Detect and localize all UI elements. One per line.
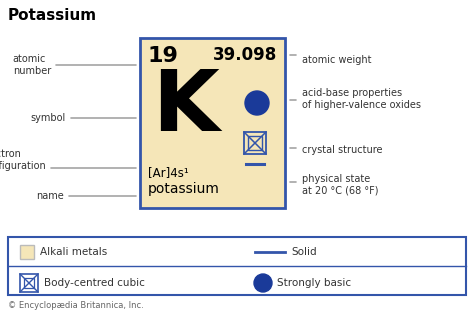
Text: Strongly basic: Strongly basic <box>277 278 351 288</box>
Bar <box>248 136 262 150</box>
Text: © Encyclopædia Britannica, Inc.: © Encyclopædia Britannica, Inc. <box>8 301 144 310</box>
Text: [Ar]4s¹: [Ar]4s¹ <box>148 166 189 179</box>
Text: K: K <box>152 66 219 149</box>
Text: acid-base properties
of higher-valence oxides: acid-base properties of higher-valence o… <box>302 88 421 110</box>
Text: Body-centred cubic: Body-centred cubic <box>44 278 145 288</box>
Bar <box>20 274 38 292</box>
Text: Alkali metals: Alkali metals <box>40 247 107 257</box>
Bar <box>20 245 34 259</box>
Text: physical state
at 20 °C (68 °F): physical state at 20 °C (68 °F) <box>302 174 379 196</box>
Text: name: name <box>36 191 64 201</box>
Circle shape <box>254 274 272 292</box>
Bar <box>244 132 266 154</box>
Text: Potassium: Potassium <box>8 8 97 23</box>
Bar <box>140 38 285 208</box>
Circle shape <box>245 91 269 115</box>
Text: symbol: symbol <box>31 113 66 123</box>
Text: potassium: potassium <box>148 182 220 196</box>
Text: atomic weight: atomic weight <box>302 55 372 65</box>
Text: crystal structure: crystal structure <box>302 145 383 155</box>
Bar <box>8 237 466 295</box>
Text: 19: 19 <box>148 46 179 66</box>
Text: Solid: Solid <box>291 247 317 257</box>
Text: 39.098: 39.098 <box>213 46 277 64</box>
Text: electron
configuration: electron configuration <box>0 149 46 171</box>
Text: atomic
number: atomic number <box>13 54 51 76</box>
Bar <box>24 278 34 288</box>
